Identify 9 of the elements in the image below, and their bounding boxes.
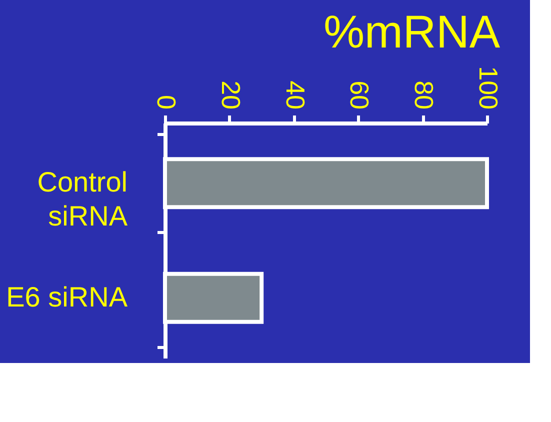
x-tick-label: 40	[280, 80, 310, 110]
y-tick-label: Control siRNA	[37, 166, 128, 232]
y-tick-label: E6 siRNA	[6, 281, 128, 312]
x-tick-label: 20	[216, 80, 246, 110]
x-tick-label: 60	[344, 80, 375, 110]
chart-title: %mRNA	[324, 6, 500, 58]
x-tick-label: 80	[409, 80, 440, 110]
x-tick-label: 100	[474, 66, 504, 110]
x-tick-label: 0	[152, 95, 182, 110]
